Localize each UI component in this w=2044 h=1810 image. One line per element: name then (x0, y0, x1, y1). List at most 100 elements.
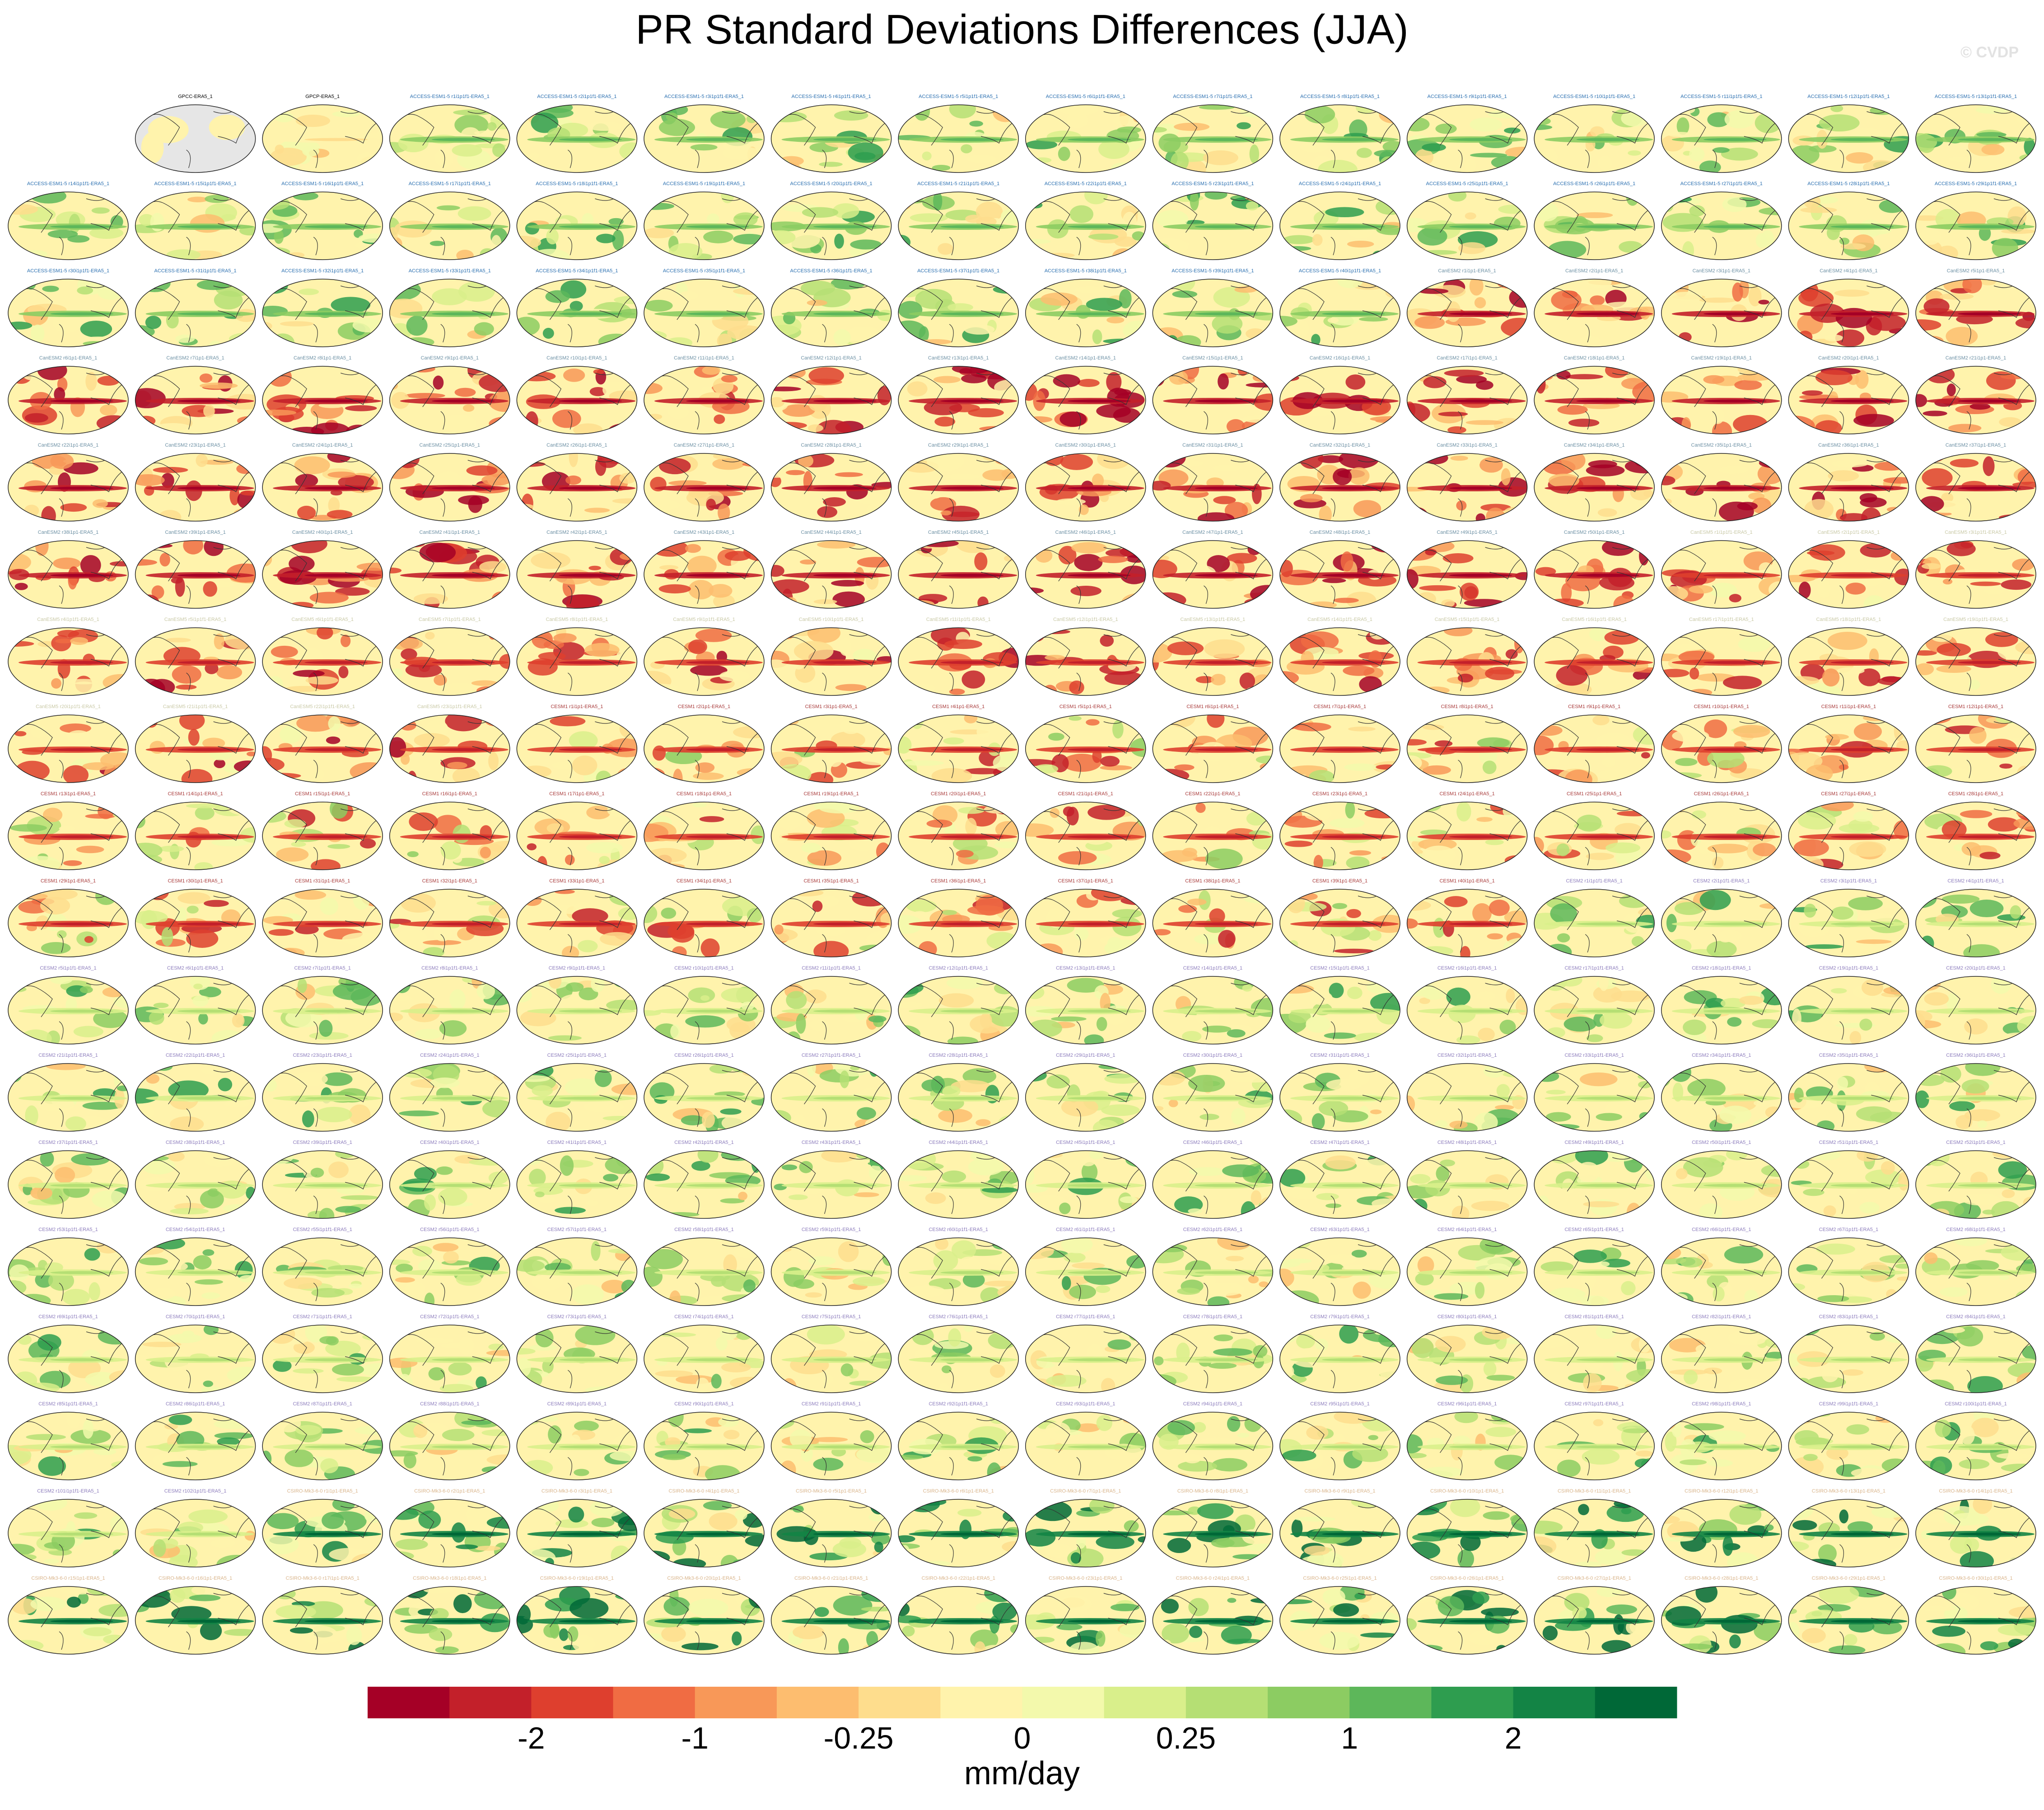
anomaly (1476, 817, 1493, 822)
map-field (1407, 889, 1527, 957)
map-field (1280, 1064, 1400, 1131)
equator-band (1449, 225, 1512, 229)
panel-label: CESM2 r26i1p1f1-ERA5_1 (674, 1053, 733, 1058)
anomaly (1831, 906, 1854, 920)
map-panel: CESM1 r37i1p1-ERA5_1 (1025, 878, 1146, 957)
anomaly (393, 976, 411, 994)
map-outline (1661, 366, 1782, 434)
anomaly (1074, 928, 1089, 941)
anomaly (406, 315, 428, 336)
anomaly (1174, 122, 1210, 131)
anomaly (1471, 1201, 1510, 1211)
map-outline (1025, 104, 1146, 173)
anomaly (1679, 332, 1692, 342)
map-field (898, 366, 1019, 434)
map-panel: CESM1 r13i1p1-ERA5_1 (8, 791, 129, 870)
panel-label: CanESM2 r12i1p1-ERA5_1 (801, 355, 862, 361)
coastline (1671, 375, 1706, 407)
anomaly (947, 303, 973, 312)
equator-band (1703, 138, 1767, 141)
map-panel: CanESM2 r27i1p1-ERA5_1 (644, 443, 765, 522)
anomaly (1999, 763, 2013, 769)
anomaly (926, 819, 952, 828)
map-outline (644, 279, 765, 347)
panel-label: CESM2 r40i1p1f1-ERA5_1 (420, 1140, 479, 1145)
coastline (1076, 324, 1081, 343)
map-field (1916, 976, 2036, 1044)
anomaly (66, 730, 91, 743)
anomaly (1922, 468, 1953, 488)
map-panel: CanESM2 r34i1p1-ERA5_1 (1534, 443, 1655, 522)
anomaly (589, 387, 607, 397)
map-field (135, 366, 256, 434)
anomaly (1063, 806, 1074, 817)
anomaly (644, 945, 650, 957)
anomaly (262, 224, 283, 233)
anomaly (1822, 668, 1840, 687)
anomaly (476, 1209, 508, 1218)
anomaly (1737, 502, 1758, 511)
panel-label: CESM2 r5i1p1f1-ERA5_1 (40, 966, 96, 971)
anomaly (1877, 676, 1909, 686)
map-field (1534, 366, 1655, 434)
anomaly (311, 859, 341, 870)
anomaly (938, 243, 953, 255)
anomaly (1681, 417, 1691, 433)
anomaly (644, 687, 664, 694)
anomaly (444, 683, 477, 691)
anomaly (1128, 861, 1141, 866)
equator-band (1958, 399, 2021, 403)
anomaly (1103, 338, 1139, 344)
anomaly (1327, 317, 1339, 323)
anomaly (1668, 332, 1679, 347)
anomaly (1246, 201, 1259, 210)
anomaly (1632, 381, 1655, 402)
anomaly (350, 762, 383, 781)
coastline (272, 201, 307, 233)
map-panel: CanESM2 r15i1p1-ERA5_1 (1152, 355, 1274, 434)
anomaly (405, 393, 445, 399)
map-panel: CESM1 r12i1p1-ERA5_1 (1915, 704, 2036, 783)
anomaly (700, 995, 710, 1001)
map-field (644, 628, 764, 695)
coastline (313, 498, 318, 517)
map-panel: CanESM5 r9i1p1f1-ERA5_1 (644, 617, 765, 696)
anomaly (563, 369, 585, 382)
anomaly (771, 158, 791, 173)
anomaly (819, 162, 843, 167)
anomaly (1809, 145, 1837, 153)
anomaly (961, 670, 985, 689)
map-field (1280, 715, 1400, 783)
anomaly (706, 499, 716, 511)
anomaly (319, 1020, 333, 1037)
map-panel: CESM2 r20i1p1f1-ERA5_1 (1915, 966, 2036, 1045)
anomaly (294, 456, 330, 475)
anomaly (517, 499, 527, 519)
panel-label: CanESM2 r20i1p1-ERA5_1 (1818, 355, 1879, 361)
panel-label: CanESM5 r2i1p1f1-ERA5_1 (1818, 530, 1880, 535)
map-outline (389, 191, 510, 260)
coastline (949, 411, 954, 430)
anomaly (1489, 900, 1510, 916)
equator-band (1576, 312, 1640, 316)
panel-label: CESM2 r17i1p1f1-ERA5_1 (1564, 966, 1624, 971)
anomaly (517, 317, 540, 336)
anomaly (1096, 1017, 1107, 1031)
map-panel: CESM1 r1i1p1-ERA5_1 (516, 704, 638, 783)
anomaly (237, 416, 256, 426)
map-field (135, 1064, 256, 1131)
anomaly (453, 109, 492, 116)
anomaly (302, 1110, 314, 1128)
map-outline (644, 104, 765, 173)
map-field (1534, 279, 1655, 347)
anomaly (1324, 1032, 1356, 1039)
map-field (1280, 976, 1400, 1044)
anomaly (92, 499, 108, 508)
anomaly (1329, 818, 1365, 829)
anomaly (433, 926, 452, 942)
coastline (1966, 237, 1971, 256)
anomaly (520, 765, 552, 778)
coastline (1290, 375, 1325, 407)
anomaly (1059, 105, 1099, 116)
anomaly (1407, 117, 1430, 132)
